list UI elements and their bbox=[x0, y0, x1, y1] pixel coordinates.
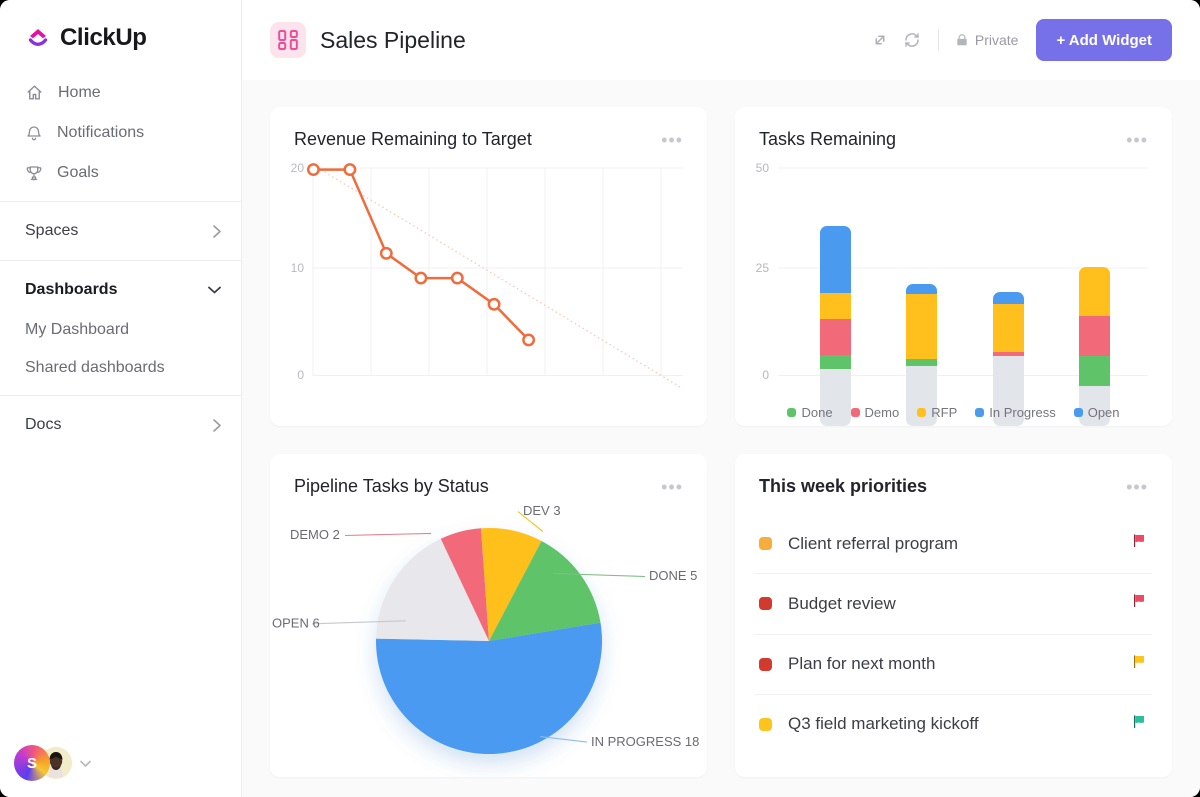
svg-text:0: 0 bbox=[297, 368, 304, 382]
svg-text:25: 25 bbox=[756, 261, 770, 275]
svg-text:50: 50 bbox=[756, 161, 770, 175]
svg-text:DEV 3: DEV 3 bbox=[523, 503, 561, 518]
svg-text:20: 20 bbox=[291, 161, 305, 175]
svg-text:OPEN 6: OPEN 6 bbox=[272, 616, 320, 631]
svg-text:DEMO 2: DEMO 2 bbox=[290, 527, 340, 542]
svg-text:IN PROGRESS 18: IN PROGRESS 18 bbox=[591, 734, 699, 749]
svg-text:10: 10 bbox=[291, 261, 305, 275]
svg-text:DONE 5: DONE 5 bbox=[649, 568, 697, 583]
svg-text:0: 0 bbox=[762, 368, 769, 382]
